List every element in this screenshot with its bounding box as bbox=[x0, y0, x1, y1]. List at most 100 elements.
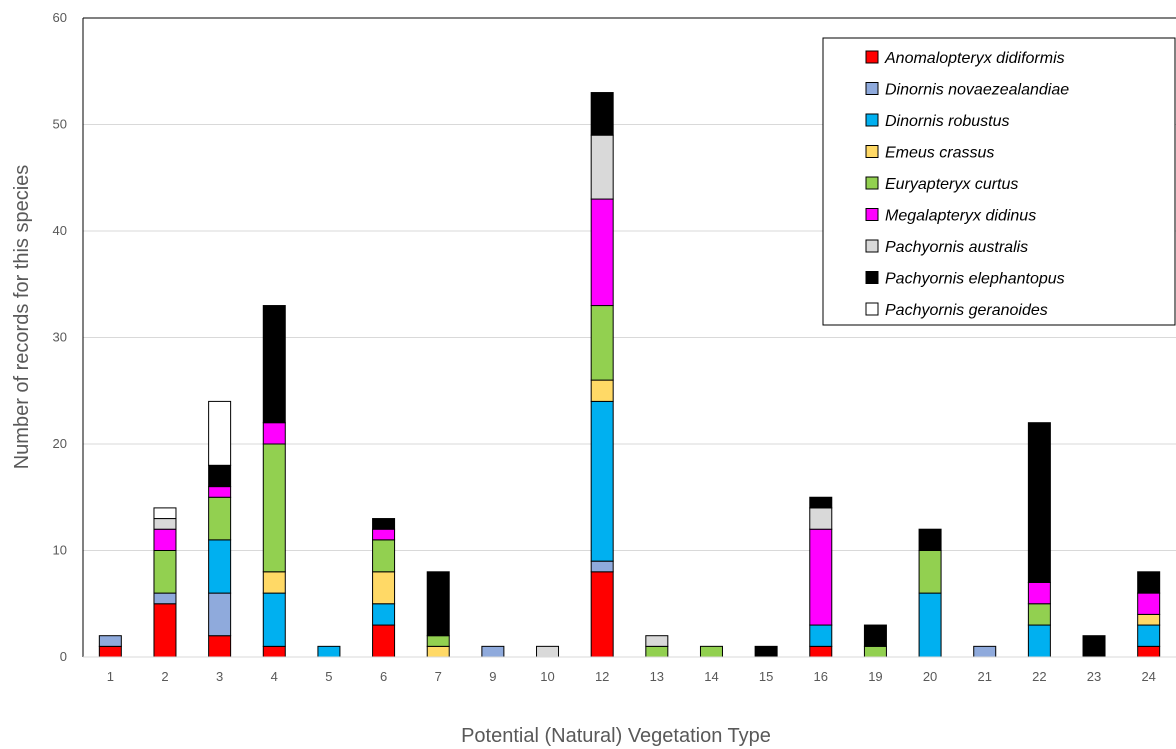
legend-label: Dinornis novaezealandiae bbox=[885, 82, 1069, 99]
bar-segment bbox=[262, 305, 286, 424]
bar-segment bbox=[590, 134, 614, 200]
legend-swatch bbox=[865, 176, 879, 190]
bar-segment bbox=[590, 400, 614, 562]
bar-segment bbox=[590, 305, 614, 381]
bar-segment bbox=[208, 486, 232, 498]
bar-segment bbox=[98, 645, 122, 658]
bar-segment bbox=[754, 645, 778, 658]
bar-segment bbox=[863, 645, 887, 658]
x-axis-title: Potential (Natural) Vegetation Type bbox=[461, 725, 771, 747]
bar-segment bbox=[809, 507, 833, 530]
x-tick-label: 23 bbox=[1087, 669, 1101, 684]
bar-segment bbox=[262, 443, 286, 573]
bar-segment bbox=[208, 400, 232, 466]
bar-segment bbox=[918, 528, 942, 552]
bar-segment bbox=[1137, 571, 1161, 594]
bar-segment bbox=[1027, 624, 1051, 658]
legend-label: Anomalopteryx didiformis bbox=[884, 50, 1065, 67]
x-tick-label: 24 bbox=[1141, 669, 1155, 684]
legend-label: Pachyornis elephantopus bbox=[885, 271, 1065, 288]
bar-segment bbox=[153, 528, 177, 552]
x-tick-label: 10 bbox=[540, 669, 554, 684]
x-tick-label: 5 bbox=[325, 669, 332, 684]
bar-segment bbox=[262, 422, 286, 445]
legend-swatch bbox=[865, 113, 879, 127]
bar-segment bbox=[208, 464, 232, 488]
bar-segment bbox=[809, 496, 833, 509]
bar-segment bbox=[262, 571, 286, 594]
bar-segment bbox=[809, 528, 833, 626]
bar-segment bbox=[262, 592, 286, 647]
bar-segment bbox=[590, 198, 614, 307]
bar-segment bbox=[590, 571, 614, 658]
legend-swatch bbox=[865, 271, 879, 284]
x-tick-label: 12 bbox=[595, 669, 609, 684]
bar-segment bbox=[1137, 613, 1161, 626]
bar-segment bbox=[208, 592, 232, 637]
x-tick-label: 20 bbox=[923, 669, 937, 684]
y-axis-title: Number of records for this species bbox=[11, 165, 33, 470]
bar-segment bbox=[645, 635, 669, 647]
x-tick-label: 14 bbox=[704, 669, 718, 684]
legend-swatch bbox=[865, 208, 879, 221]
y-tick-label: 50 bbox=[53, 117, 67, 132]
bar-segment bbox=[1027, 603, 1051, 626]
legend-label: Pachyornis australis bbox=[885, 239, 1028, 256]
bar-segment bbox=[590, 560, 614, 573]
bar-segment bbox=[153, 592, 177, 605]
bar-segment bbox=[1137, 624, 1161, 647]
bar-segment bbox=[1027, 422, 1051, 583]
bar-segment bbox=[863, 624, 887, 647]
legend-swatch bbox=[865, 145, 879, 158]
x-tick-label: 3 bbox=[216, 669, 223, 684]
x-tick-label: 6 bbox=[380, 669, 387, 684]
bar-segment bbox=[372, 603, 396, 626]
x-tick-label: 2 bbox=[161, 669, 168, 684]
y-tick-label: 20 bbox=[53, 436, 67, 451]
y-tick-label: 10 bbox=[53, 543, 67, 558]
x-tick-label: 16 bbox=[814, 669, 828, 684]
bar-segment bbox=[645, 645, 669, 658]
legend-box bbox=[822, 37, 1176, 326]
legend-label: Emeus crassus bbox=[885, 145, 994, 162]
x-tick-label: 4 bbox=[271, 669, 278, 684]
bar-segment bbox=[153, 550, 177, 594]
bar-segment bbox=[372, 624, 396, 658]
bar-segment bbox=[809, 645, 833, 658]
bar-segment bbox=[426, 571, 450, 637]
y-tick-label: 60 bbox=[53, 10, 67, 25]
bar-segment bbox=[918, 592, 942, 658]
x-tick-label: 7 bbox=[435, 669, 442, 684]
bar-segment bbox=[1082, 635, 1106, 658]
bar-segment bbox=[809, 624, 833, 647]
legend-label: Dinornis robustus bbox=[885, 113, 1010, 130]
bars bbox=[98, 92, 1161, 658]
bar-segment bbox=[426, 635, 450, 647]
legend-label: Pachyornis geranoides bbox=[885, 302, 1048, 319]
bar-segment bbox=[372, 571, 396, 605]
bar-segment bbox=[1137, 592, 1161, 615]
bar-segment bbox=[699, 645, 723, 658]
bar-segment bbox=[262, 645, 286, 658]
bar-segment bbox=[918, 550, 942, 594]
bar-segment bbox=[536, 645, 560, 658]
bar-segment bbox=[372, 528, 396, 541]
bar-segment bbox=[153, 507, 177, 520]
bar-segment bbox=[590, 92, 614, 136]
x-tick-label: 19 bbox=[868, 669, 882, 684]
x-tick-label: 15 bbox=[759, 669, 773, 684]
legend-label: Megalapteryx didinus bbox=[885, 208, 1036, 225]
bar-segment bbox=[98, 635, 122, 647]
legend: Anomalopteryx didiformis Dinornis novaeze… bbox=[822, 37, 1176, 326]
bar-segment bbox=[590, 379, 614, 402]
bar-segment bbox=[372, 539, 396, 573]
x-tick-label: 21 bbox=[977, 669, 991, 684]
bar-segment bbox=[153, 603, 177, 658]
y-tick-label: 40 bbox=[53, 223, 67, 238]
bar-segment bbox=[426, 645, 450, 658]
legend-swatch bbox=[865, 82, 879, 95]
bar-segment bbox=[208, 539, 232, 594]
